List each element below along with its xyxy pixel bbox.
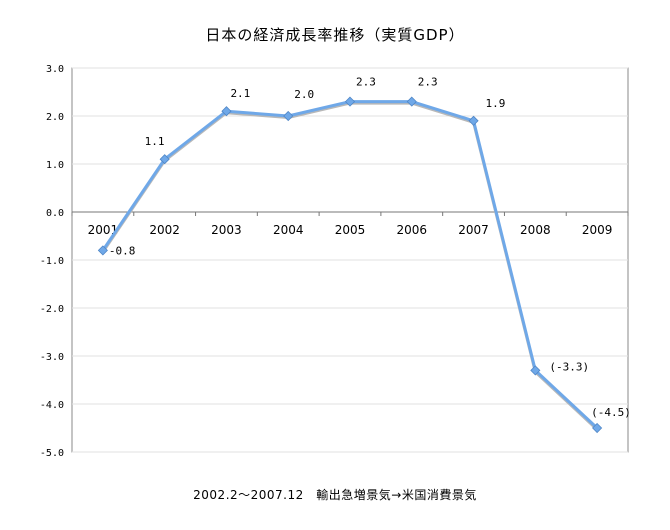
data-point <box>406 96 417 107</box>
y-tick-label: -4.0 <box>40 400 64 411</box>
series-line-shadow <box>101 101 599 431</box>
data-label: -0.8 <box>109 244 136 257</box>
data-point <box>344 96 356 107</box>
data-point <box>97 245 108 256</box>
x-tick-label: 2002 <box>149 223 180 237</box>
chart-title: 日本の経済成長率推移（実質GDP） <box>205 26 465 44</box>
data-point <box>468 115 479 126</box>
y-tick-label: -3.0 <box>40 352 64 363</box>
x-tick-label: 2005 <box>335 223 366 237</box>
data-point <box>159 154 170 165</box>
data-label: 1.1 <box>145 135 165 148</box>
x-tick-label: 2001 <box>88 223 119 237</box>
x-tick-label: 2009 <box>582 223 613 237</box>
data-label: 2.0 <box>294 88 314 101</box>
y-tick-label: 2.0 <box>46 112 64 123</box>
x-tick-label: 2007 <box>458 223 489 237</box>
y-tick-label: 3.0 <box>46 64 64 75</box>
data-point <box>221 106 232 117</box>
x-tick-label: 2006 <box>397 223 428 237</box>
chart-caption: 2002.2〜2007.12 輸出急増景気→米国消費景気 <box>193 488 477 502</box>
y-tick-label: -1.0 <box>40 256 64 267</box>
y-tick-label: 0.0 <box>46 208 64 219</box>
x-tick-label: 2008 <box>520 223 551 237</box>
x-tick-label: 2004 <box>273 223 304 237</box>
x-tick-label: 2003 <box>211 223 242 237</box>
data-label: (-4.5) <box>591 406 631 419</box>
data-label: 2.3 <box>418 76 438 89</box>
y-tick-label: -5.0 <box>40 448 64 459</box>
data-point <box>283 110 294 122</box>
data-label: 1.9 <box>486 97 506 110</box>
data-label: 2.3 <box>356 76 376 89</box>
data-label: 2.1 <box>230 87 250 100</box>
y-tick-label: 1.0 <box>46 160 64 171</box>
data-label: (-3.3) <box>549 360 589 373</box>
series-line <box>101 100 599 430</box>
data-point <box>530 365 541 376</box>
data-point <box>592 422 603 434</box>
y-tick-label: -2.0 <box>40 304 64 315</box>
